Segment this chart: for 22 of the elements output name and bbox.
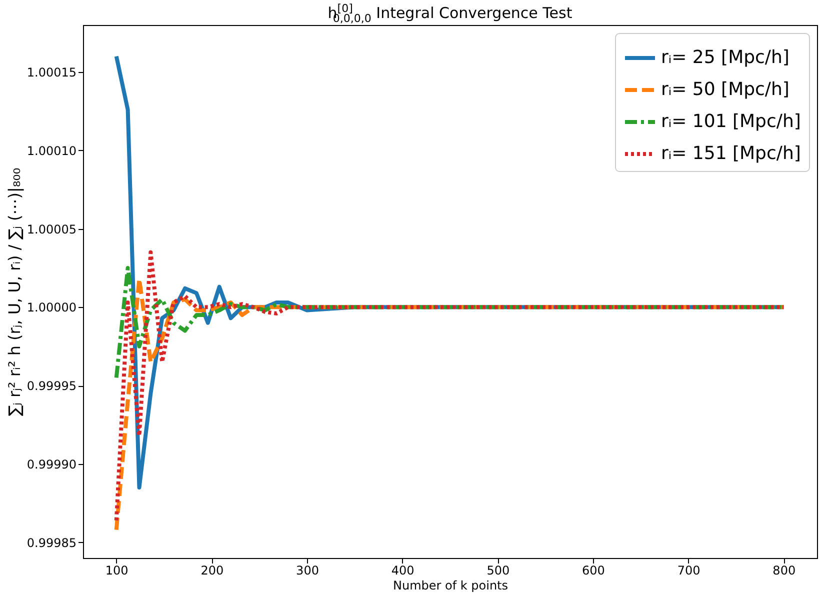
legend-label: rᵢ= 101 [Mpc/h] [661, 111, 801, 132]
x-axis-title: Number of k points [392, 578, 508, 592]
y-tick-label: 1.00005 [26, 222, 76, 236]
y-tick-label: 0.99995 [26, 379, 76, 394]
x-tick-label: 200 [200, 564, 224, 578]
x-tick-label: 500 [486, 564, 510, 578]
y-tick-label: 1.00000 [26, 300, 76, 315]
legend-label: rᵢ= 50 [Mpc/h] [661, 79, 790, 100]
x-tick-label: 600 [582, 564, 605, 578]
chart-title: h$^{[0]}$$_{0,0,0,0}$ Integral Convergence Test [328, 2, 572, 25]
x-tick-label: 700 [677, 564, 700, 578]
y-tick-label: 1.00010 [26, 144, 76, 158]
legend-label: rᵢ= 25 [Mpc/h] [661, 47, 790, 68]
x-tick-label: 800 [772, 564, 796, 578]
x-tick-label: 100 [105, 564, 128, 578]
y-tick-label: 0.99985 [26, 536, 76, 550]
x-tick-label: 300 [296, 564, 319, 578]
x-tick-label: 400 [391, 564, 414, 578]
legend-label: rᵢ= 151 [Mpc/h] [661, 143, 801, 164]
y-tick-label: 0.99990 [26, 457, 76, 472]
y-axis-title: ∑ⱼ rⱼ² rᵢ² h (rⱼ, U, U, rᵢ) / ∑ⱼ (⋯)|₈₀₀ [4, 168, 24, 416]
y-tick-label: 1.00015 [26, 66, 76, 80]
